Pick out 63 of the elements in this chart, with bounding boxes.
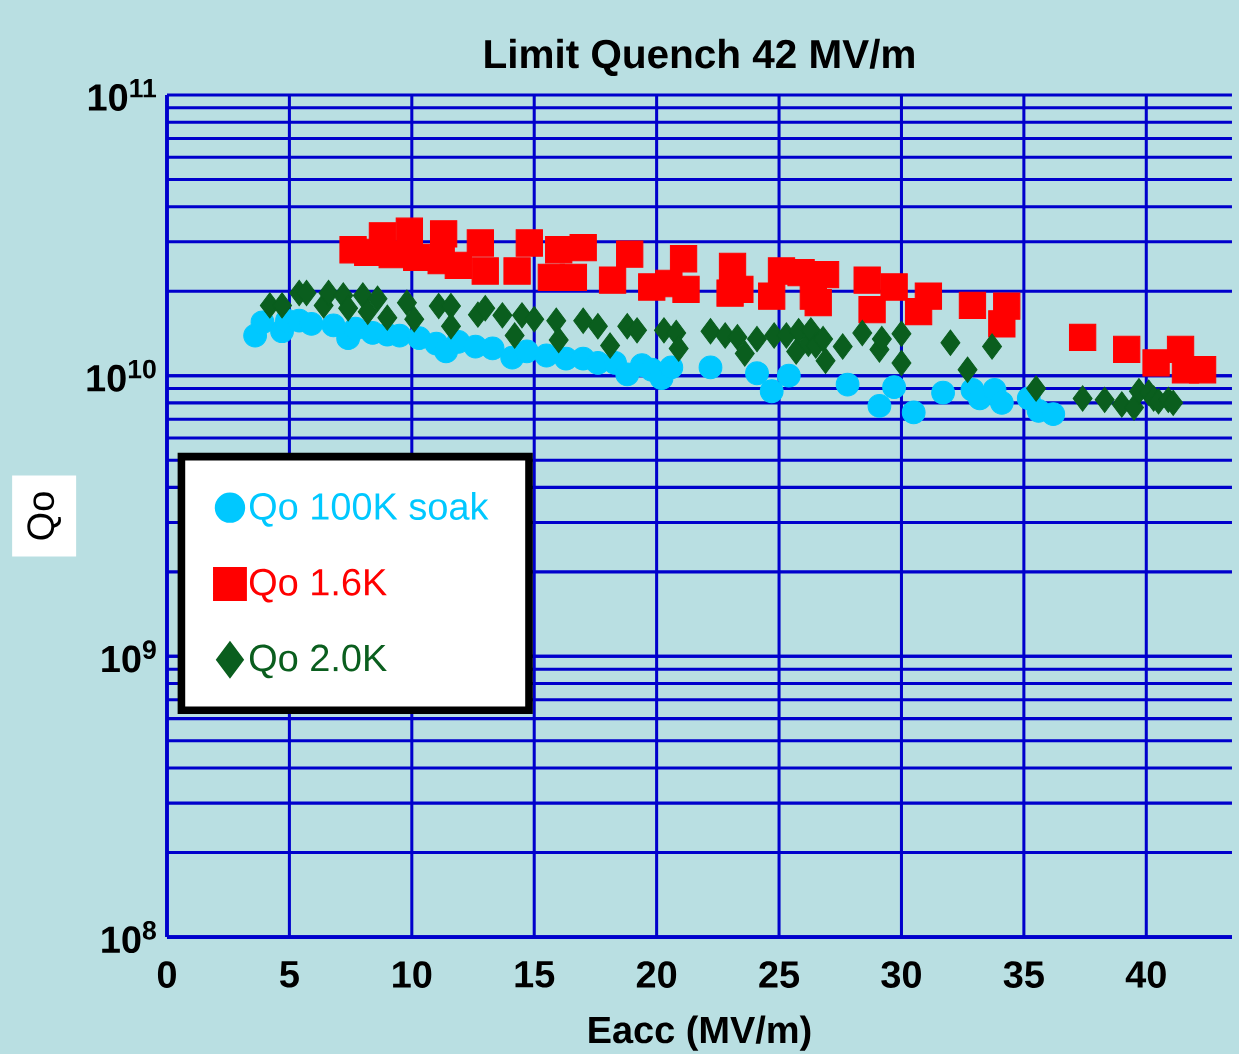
point (569, 233, 597, 262)
point (559, 263, 588, 291)
point (880, 273, 908, 301)
y-axis-title: Qo (27, 492, 61, 540)
point (745, 361, 769, 385)
point (466, 229, 495, 257)
point (882, 375, 906, 399)
legend-label: Qo 2.0K (249, 644, 387, 679)
point (444, 251, 472, 279)
point (616, 240, 644, 268)
point (1068, 323, 1097, 351)
point (1041, 402, 1066, 426)
point (858, 295, 886, 324)
point (804, 288, 832, 317)
point (515, 229, 543, 257)
point (867, 393, 892, 418)
x-tick-label: 5 (280, 960, 299, 988)
point (321, 313, 346, 338)
legend-label: Qo 100K soak (249, 491, 489, 527)
x-tick-label: 20 (636, 960, 677, 988)
point (931, 380, 955, 405)
x-tick-label: 40 (1125, 960, 1166, 988)
point (758, 282, 786, 310)
y-tick-label: 10$^{11}$ (88, 78, 157, 111)
point (250, 310, 275, 334)
point (514, 339, 539, 364)
point (776, 363, 801, 388)
point (429, 220, 458, 248)
point (395, 217, 424, 245)
point (853, 266, 881, 294)
point (1113, 335, 1141, 363)
chart-title: Limit Quench 42 MV/m (485, 38, 914, 76)
y-tick-label: 10$^{10}$ (87, 359, 156, 392)
point (993, 292, 1021, 320)
x-axis-title: Eacc (MV/m) (589, 1015, 811, 1051)
point (698, 355, 723, 380)
point (503, 257, 531, 285)
point (901, 400, 926, 425)
x-tick-label: 25 (759, 960, 800, 988)
x-tick-label: 0 (157, 960, 176, 988)
point (471, 257, 499, 285)
point (672, 275, 700, 303)
legend-label: Qo 1.6K (249, 568, 387, 603)
point (958, 291, 987, 319)
point (299, 311, 324, 336)
point (480, 336, 505, 361)
point (669, 244, 698, 273)
point (1188, 355, 1217, 384)
point (534, 343, 559, 368)
point (989, 390, 1014, 415)
point (811, 260, 840, 289)
point (759, 379, 784, 403)
point (914, 282, 943, 310)
point (1142, 349, 1170, 377)
x-tick-label: 30 (881, 960, 921, 988)
y-tick-label: 10$^{9}$ (102, 640, 156, 673)
x-tick-label: 35 (1003, 960, 1044, 988)
x-tick-label: 10 (393, 960, 432, 988)
x-tick-label: 15 (515, 960, 555, 988)
point (598, 266, 627, 294)
y-tick-label: 10$^{8}$ (102, 920, 156, 953)
point (835, 372, 860, 397)
point (659, 355, 684, 380)
